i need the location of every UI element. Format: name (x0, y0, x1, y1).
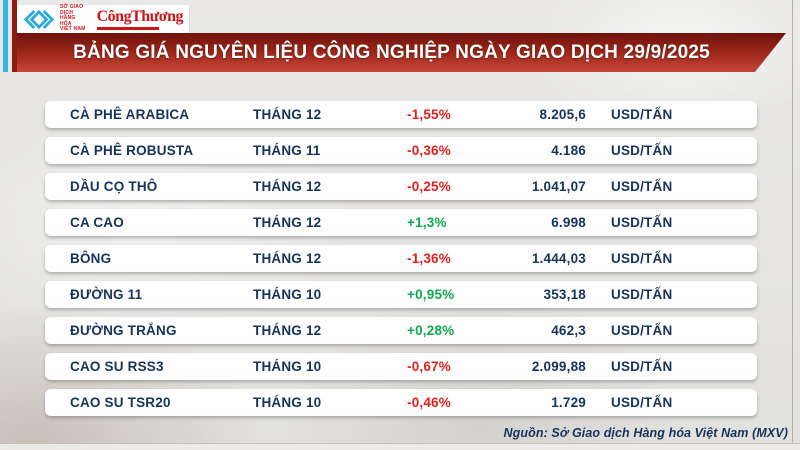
row-price: 4.186 (551, 143, 586, 158)
contract-month: THÁNG 12 (253, 107, 322, 122)
table-row: ĐƯỜNG 11 THÁNG 10 +0,95% 353,18 USD/TẤN (45, 281, 757, 308)
commodity-name: CÀ PHÊ ARABICA (70, 107, 190, 122)
row-price: 462,3 (551, 323, 586, 338)
table-row: CAO SU RSS3 THÁNG 10 -0,67% 2.099,88 USD… (45, 353, 757, 380)
row-unit: USD/TẤN (611, 359, 673, 374)
table-row: CAO SU TSR20 THÁNG 10 -0,46% 1.729 USD/T… (45, 389, 757, 416)
contract-month: THÁNG 10 (253, 395, 322, 410)
commodity-name: DẦU CỌ THÔ (70, 179, 158, 194)
congthuong-logo: CôngThương (96, 8, 184, 30)
right-border-line (792, 0, 793, 450)
source-note: Nguồn: Sở Giao dịch Hàng hóa Việt Nam (M… (503, 426, 788, 440)
table-row: BÔNG THÁNG 12 -1,36% 1.444,03 USD/TẤN (45, 245, 757, 272)
contract-month: THÁNG 10 (253, 359, 322, 374)
table-row: ĐƯỜNG TRẮNG THÁNG 12 +0,28% 462,3 USD/TẤ… (45, 317, 757, 344)
row-change: -0,25% (407, 179, 451, 194)
commodity-name: CA CAO (70, 215, 124, 230)
congthuong-wordmark: CôngThương (96, 8, 184, 25)
table-row: CÀ PHÊ ARABICA THÁNG 12 -1,55% 8.205,6 U… (45, 101, 757, 128)
congthuong-tagline-bar (96, 27, 159, 30)
title-banner: BẢNG GIÁ NGUYÊN LIỆU CÔNG NGHIỆP NGÀY GI… (17, 33, 786, 72)
row-price: 353,18 (543, 287, 586, 302)
mxv-exchange-name: SỞ GIAO DỊCH HÀNG HÓA VIỆT NAM (60, 4, 86, 33)
contract-month: THÁNG 12 (253, 215, 322, 230)
row-change: -1,36% (407, 251, 451, 266)
row-change: -0,67% (407, 359, 451, 374)
row-change: -0,36% (407, 143, 451, 158)
row-unit: USD/TẤN (611, 395, 673, 410)
mxv-logo-icon (23, 9, 55, 30)
row-unit: USD/TẤN (611, 179, 673, 194)
commodity-name: ĐƯỜNG TRẮNG (70, 323, 177, 338)
contract-month: THÁNG 11 (253, 143, 321, 158)
page-title: BẢNG GIÁ NGUYÊN LIỆU CÔNG NGHIỆP NGÀY GI… (73, 41, 710, 63)
brand-logos: SỞ GIAO DỊCH HÀNG HÓA VIỆT NAM CôngThươn… (17, 4, 189, 33)
row-unit: USD/TẤN (611, 143, 673, 158)
row-price: 8.205,6 (539, 107, 586, 122)
contract-month: THÁNG 12 (253, 323, 322, 338)
commodity-name: BÔNG (70, 251, 112, 266)
row-unit: USD/TẤN (611, 251, 673, 266)
row-price: 1.444,03 (531, 251, 586, 266)
row-unit: USD/TẤN (611, 215, 673, 230)
bottom-edge-strip (0, 443, 800, 450)
row-change: +0,28% (407, 323, 455, 338)
row-change: +0,95% (407, 287, 455, 302)
contract-month: THÁNG 12 (253, 251, 322, 266)
price-table: CÀ PHÊ ARABICA THÁNG 12 -1,55% 8.205,6 U… (45, 101, 757, 425)
row-unit: USD/TẤN (611, 107, 673, 122)
contract-month: THÁNG 10 (253, 287, 322, 302)
row-price: 2.099,88 (531, 359, 586, 374)
row-unit: USD/TẤN (611, 323, 673, 338)
row-price: 1.729 (551, 395, 586, 410)
row-change: +1,3% (407, 215, 447, 230)
row-change: -1,55% (407, 107, 451, 122)
commodity-name: CÀ PHÊ ROBUSTA (70, 143, 194, 158)
accent-stripe-maroon (12, 0, 17, 72)
table-row: CÀ PHÊ ROBUSTA THÁNG 11 -0,36% 4.186 USD… (45, 137, 757, 164)
row-price: 1.041,07 (531, 179, 586, 194)
table-row: DẦU CỌ THÔ THÁNG 12 -0,25% 1.041,07 USD/… (45, 173, 757, 200)
commodity-name: ĐƯỜNG 11 (70, 287, 143, 302)
row-price: 6.998 (551, 215, 586, 230)
row-change: -0,46% (407, 395, 451, 410)
accent-stripe-blue (3, 0, 8, 72)
commodity-name: CAO SU RSS3 (70, 359, 164, 374)
table-row: CA CAO THÁNG 12 +1,3% 6.998 USD/TẤN (45, 209, 757, 236)
commodity-name: CAO SU TSR20 (70, 395, 171, 410)
contract-month: THÁNG 12 (253, 179, 322, 194)
row-unit: USD/TẤN (611, 287, 673, 302)
